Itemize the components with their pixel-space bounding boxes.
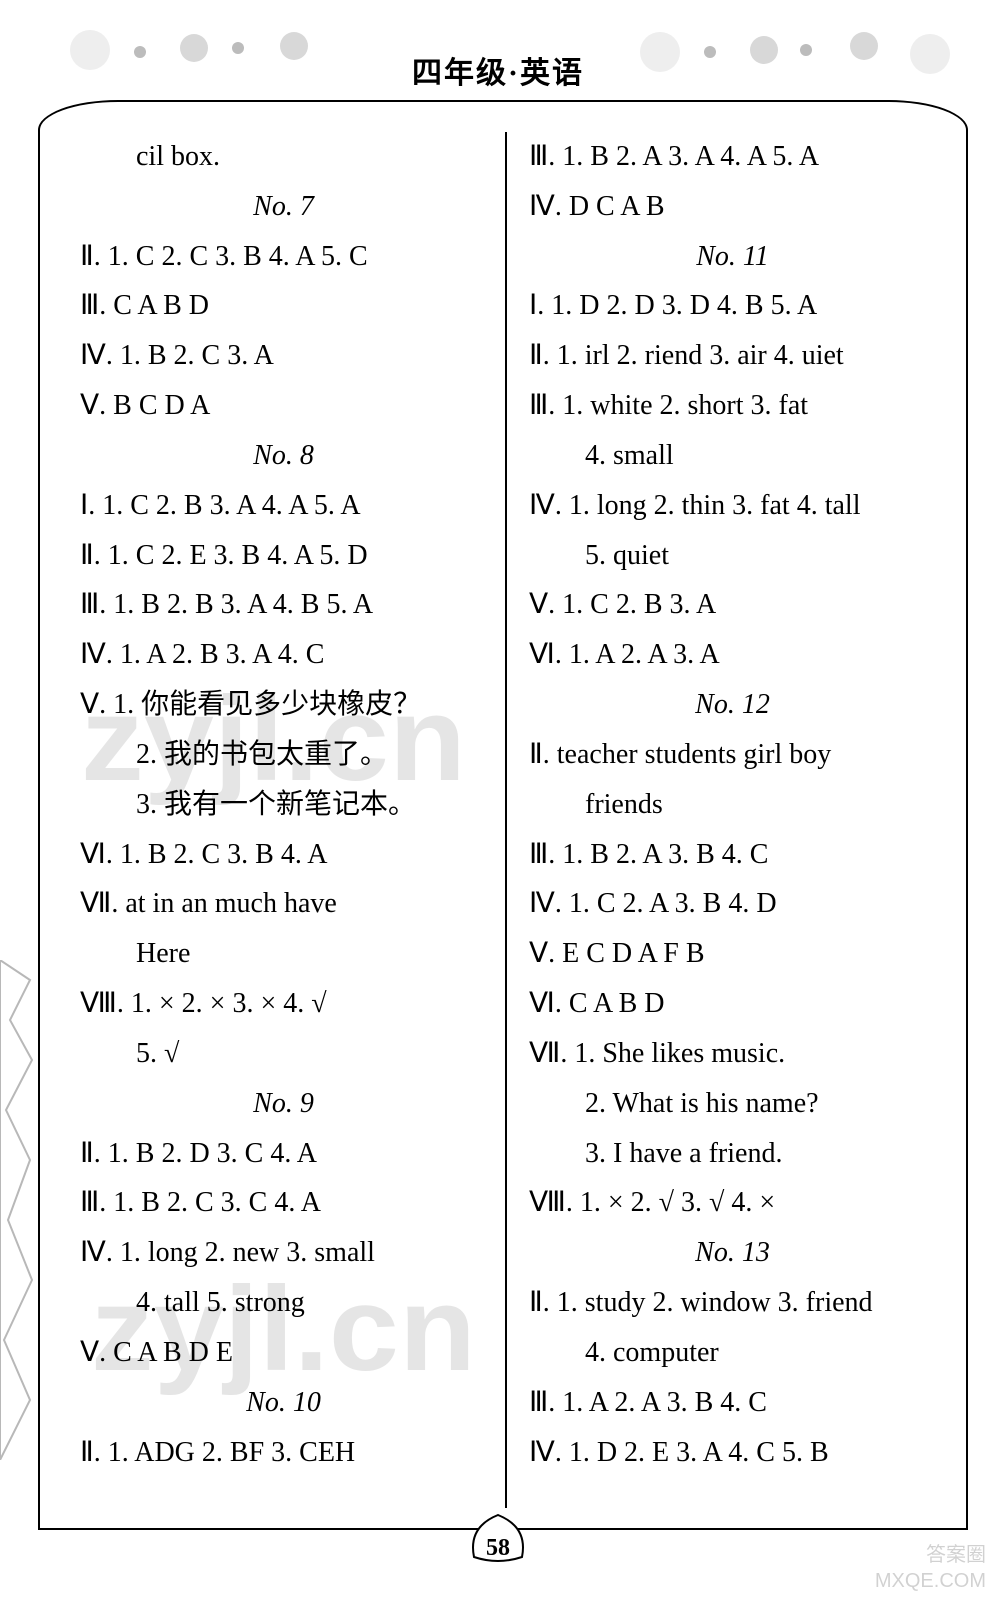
answer-line: Ⅵ. C A B D — [529, 979, 936, 1029]
answer-line: 2. What is his name? — [529, 1079, 936, 1129]
answer-line: Ⅵ. 1. A 2. A 3. A — [529, 630, 936, 680]
answer-line: Ⅰ. 1. C 2. B 3. A 4. A 5. A — [80, 481, 487, 531]
side-decoration — [0, 960, 34, 1460]
answer-line: 4. tall 5. strong — [80, 1278, 487, 1328]
answer-line: Ⅴ. 1. C 2. B 3. A — [529, 580, 936, 630]
page-badge: 58 — [464, 1521, 532, 1575]
answer-line: Ⅲ. 1. B 2. C 3. C 4. A — [80, 1178, 487, 1228]
answer-line: 5. √ — [80, 1029, 487, 1079]
answer-line: Ⅶ. at in an much have — [80, 879, 487, 929]
right-column: Ⅲ. 1. B 2. A 3. A 4. A 5. A Ⅳ. D C A B N… — [505, 132, 936, 1508]
answer-line: Ⅱ. 1. study 2. window 3. friend — [529, 1278, 936, 1328]
answer-line: Ⅴ. 1. 你能看见多少块橡皮？ — [80, 680, 487, 730]
answer-line: Ⅱ. 1. B 2. D 3. C 4. A — [80, 1129, 487, 1179]
answer-line: Ⅳ. 1. C 2. A 3. B 4. D — [529, 879, 936, 929]
answer-line: Ⅰ. 1. D 2. D 3. D 4. B 5. A — [529, 281, 936, 331]
answer-line: 3. 我有一个新笔记本。 — [80, 780, 487, 830]
answer-line: Ⅳ. 1. long 2. thin 3. fat 4. tall — [529, 481, 936, 531]
section-heading: No. 9 — [80, 1079, 487, 1129]
answer-line: Here — [80, 929, 487, 979]
answer-line: Ⅳ. 1. B 2. C 3. A — [80, 331, 487, 381]
content-frame: cil box. No. 7 Ⅱ. 1. C 2. C 3. B 4. A 5.… — [38, 100, 968, 1530]
answer-line: Ⅴ. C A B D E — [80, 1328, 487, 1378]
page-root: 四年级·英语 cil box. No. 7 Ⅱ. 1. C 2. C 3. B … — [0, 0, 996, 1600]
answer-line: Ⅳ. D C A B — [529, 182, 936, 232]
page-number: 58 — [464, 1535, 532, 1562]
answer-line: Ⅶ. 1. She likes music. — [529, 1029, 936, 1079]
answer-line: Ⅷ. 1. × 2. √ 3. √ 4. × — [529, 1178, 936, 1228]
section-heading: No. 8 — [80, 431, 487, 481]
answer-line: Ⅱ. teacher students girl boy — [529, 730, 936, 780]
corner-watermark-line2: MXQE.COM — [875, 1568, 986, 1594]
section-heading: No. 7 — [80, 182, 487, 232]
answer-line: 4. small — [529, 431, 936, 481]
corner-watermark: 答案圈 MXQE.COM — [875, 1542, 986, 1594]
answer-line: Ⅳ. 1. A 2. B 3. A 4. C — [80, 630, 487, 680]
answer-line: Ⅲ. 1. A 2. A 3. B 4. C — [529, 1378, 936, 1428]
page-title: 四年级·英语 — [0, 48, 996, 92]
answer-line: Ⅲ. 1. B 2. A 3. A 4. A 5. A — [529, 132, 936, 182]
answer-line: Ⅷ. 1. × 2. × 3. × 4. √ — [80, 979, 487, 1029]
answer-line: Ⅱ. 1. irl 2. riend 3. air 4. uiet — [529, 331, 936, 381]
answer-line: Ⅱ. 1. C 2. E 3. B 4. A 5. D — [80, 531, 487, 581]
answer-line: Ⅳ. 1. long 2. new 3. small — [80, 1228, 487, 1278]
answer-line: Ⅱ. 1. C 2. C 3. B 4. A 5. C — [80, 232, 487, 282]
answer-line: Ⅴ. B C D A — [80, 381, 487, 431]
answer-line: Ⅲ. 1. B 2. A 3. B 4. C — [529, 830, 936, 880]
section-heading: No. 13 — [529, 1228, 936, 1278]
answer-line: Ⅲ. 1. white 2. short 3. fat — [529, 381, 936, 431]
side-deco-icon — [0, 960, 34, 1460]
answer-line: Ⅳ. 1. D 2. E 3. A 4. C 5. B — [529, 1428, 936, 1478]
section-heading: No. 10 — [80, 1378, 487, 1428]
left-column: cil box. No. 7 Ⅱ. 1. C 2. C 3. B 4. A 5.… — [80, 132, 505, 1508]
text-line: cil box. — [80, 132, 487, 182]
answer-line: Ⅲ. 1. B 2. B 3. A 4. B 5. A — [80, 580, 487, 630]
section-heading: No. 12 — [529, 680, 936, 730]
answer-line: 2. 我的书包太重了。 — [80, 730, 487, 780]
answer-line: 5. quiet — [529, 531, 936, 581]
answer-line: Ⅲ. C A B D — [80, 281, 487, 331]
answer-line: Ⅱ. 1. ADG 2. BF 3. CEH — [80, 1428, 487, 1478]
answer-line: friends — [529, 780, 936, 830]
page-number-wrap: 58 — [0, 1521, 996, 1582]
corner-watermark-line1: 答案圈 — [875, 1542, 986, 1568]
answer-line: 4. computer — [529, 1328, 936, 1378]
answer-line: 3. I have a friend. — [529, 1129, 936, 1179]
answer-line: Ⅵ. 1. B 2. C 3. B 4. A — [80, 830, 487, 880]
two-columns: cil box. No. 7 Ⅱ. 1. C 2. C 3. B 4. A 5.… — [80, 132, 936, 1508]
answer-line: Ⅴ. E C D A F B — [529, 929, 936, 979]
section-heading: No. 11 — [529, 232, 936, 282]
